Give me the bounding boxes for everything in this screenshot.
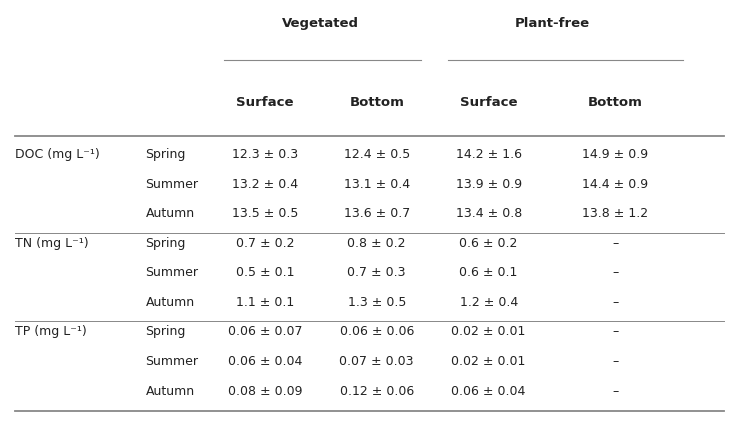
- Text: 1.3 ± 0.5: 1.3 ± 0.5: [348, 295, 406, 308]
- Text: –: –: [612, 266, 618, 279]
- Text: 0.7 ± 0.3: 0.7 ± 0.3: [348, 266, 406, 279]
- Text: Spring: Spring: [145, 325, 186, 338]
- Text: Summer: Summer: [145, 266, 198, 279]
- Text: Autumn: Autumn: [145, 207, 195, 220]
- Text: 13.1 ± 0.4: 13.1 ± 0.4: [344, 177, 410, 190]
- Text: 13.4 ± 0.8: 13.4 ± 0.8: [456, 207, 521, 220]
- Text: 0.7 ± 0.2: 0.7 ± 0.2: [236, 236, 294, 249]
- Text: 0.6 ± 0.1: 0.6 ± 0.1: [460, 266, 518, 279]
- Text: –: –: [612, 295, 618, 308]
- Text: Vegetated: Vegetated: [282, 17, 360, 30]
- Text: 0.6 ± 0.2: 0.6 ± 0.2: [460, 236, 518, 249]
- Text: DOC (mg L⁻¹): DOC (mg L⁻¹): [15, 148, 100, 161]
- Text: 13.5 ± 0.5: 13.5 ± 0.5: [232, 207, 298, 220]
- Text: 12.4 ± 0.5: 12.4 ± 0.5: [344, 148, 410, 161]
- Text: TP (mg L⁻¹): TP (mg L⁻¹): [15, 325, 87, 338]
- Text: 14.9 ± 0.9: 14.9 ± 0.9: [583, 148, 648, 161]
- Text: 13.8 ± 1.2: 13.8 ± 1.2: [583, 207, 648, 220]
- Text: Bottom: Bottom: [588, 95, 643, 108]
- Text: 0.5 ± 0.1: 0.5 ± 0.1: [236, 266, 294, 279]
- Text: 0.06 ± 0.07: 0.06 ± 0.07: [228, 325, 302, 338]
- Text: 13.6 ± 0.7: 13.6 ± 0.7: [344, 207, 410, 220]
- Text: 0.06 ± 0.04: 0.06 ± 0.04: [228, 354, 302, 367]
- Text: Spring: Spring: [145, 148, 186, 161]
- Text: Plant-free: Plant-free: [515, 17, 589, 30]
- Text: Summer: Summer: [145, 177, 198, 190]
- Text: 0.02 ± 0.01: 0.02 ± 0.01: [451, 354, 526, 367]
- Text: 0.08 ± 0.09: 0.08 ± 0.09: [228, 384, 302, 397]
- Text: Bottom: Bottom: [349, 95, 404, 108]
- Text: TN (mg L⁻¹): TN (mg L⁻¹): [15, 236, 89, 249]
- Text: –: –: [612, 384, 618, 397]
- Text: 1.1 ± 0.1: 1.1 ± 0.1: [236, 295, 294, 308]
- Text: Autumn: Autumn: [145, 384, 195, 397]
- Text: 0.8 ± 0.2: 0.8 ± 0.2: [348, 236, 406, 249]
- Text: 0.12 ± 0.06: 0.12 ± 0.06: [339, 384, 414, 397]
- Text: Surface: Surface: [236, 95, 294, 108]
- Text: 13.9 ± 0.9: 13.9 ± 0.9: [456, 177, 521, 190]
- Text: 14.4 ± 0.9: 14.4 ± 0.9: [583, 177, 648, 190]
- Text: 1.2 ± 0.4: 1.2 ± 0.4: [460, 295, 518, 308]
- Text: 0.07 ± 0.03: 0.07 ± 0.03: [339, 354, 414, 367]
- Text: 0.06 ± 0.04: 0.06 ± 0.04: [451, 384, 526, 397]
- Text: 13.2 ± 0.4: 13.2 ± 0.4: [232, 177, 298, 190]
- Text: 0.06 ± 0.06: 0.06 ± 0.06: [339, 325, 414, 338]
- Text: –: –: [612, 354, 618, 367]
- Text: Spring: Spring: [145, 236, 186, 249]
- Text: 14.2 ± 1.6: 14.2 ± 1.6: [456, 148, 521, 161]
- Text: 0.02 ± 0.01: 0.02 ± 0.01: [451, 325, 526, 338]
- Text: Autumn: Autumn: [145, 295, 195, 308]
- Text: 12.3 ± 0.3: 12.3 ± 0.3: [232, 148, 298, 161]
- Text: –: –: [612, 236, 618, 249]
- Text: Summer: Summer: [145, 354, 198, 367]
- Text: –: –: [612, 325, 618, 338]
- Text: Surface: Surface: [460, 95, 518, 108]
